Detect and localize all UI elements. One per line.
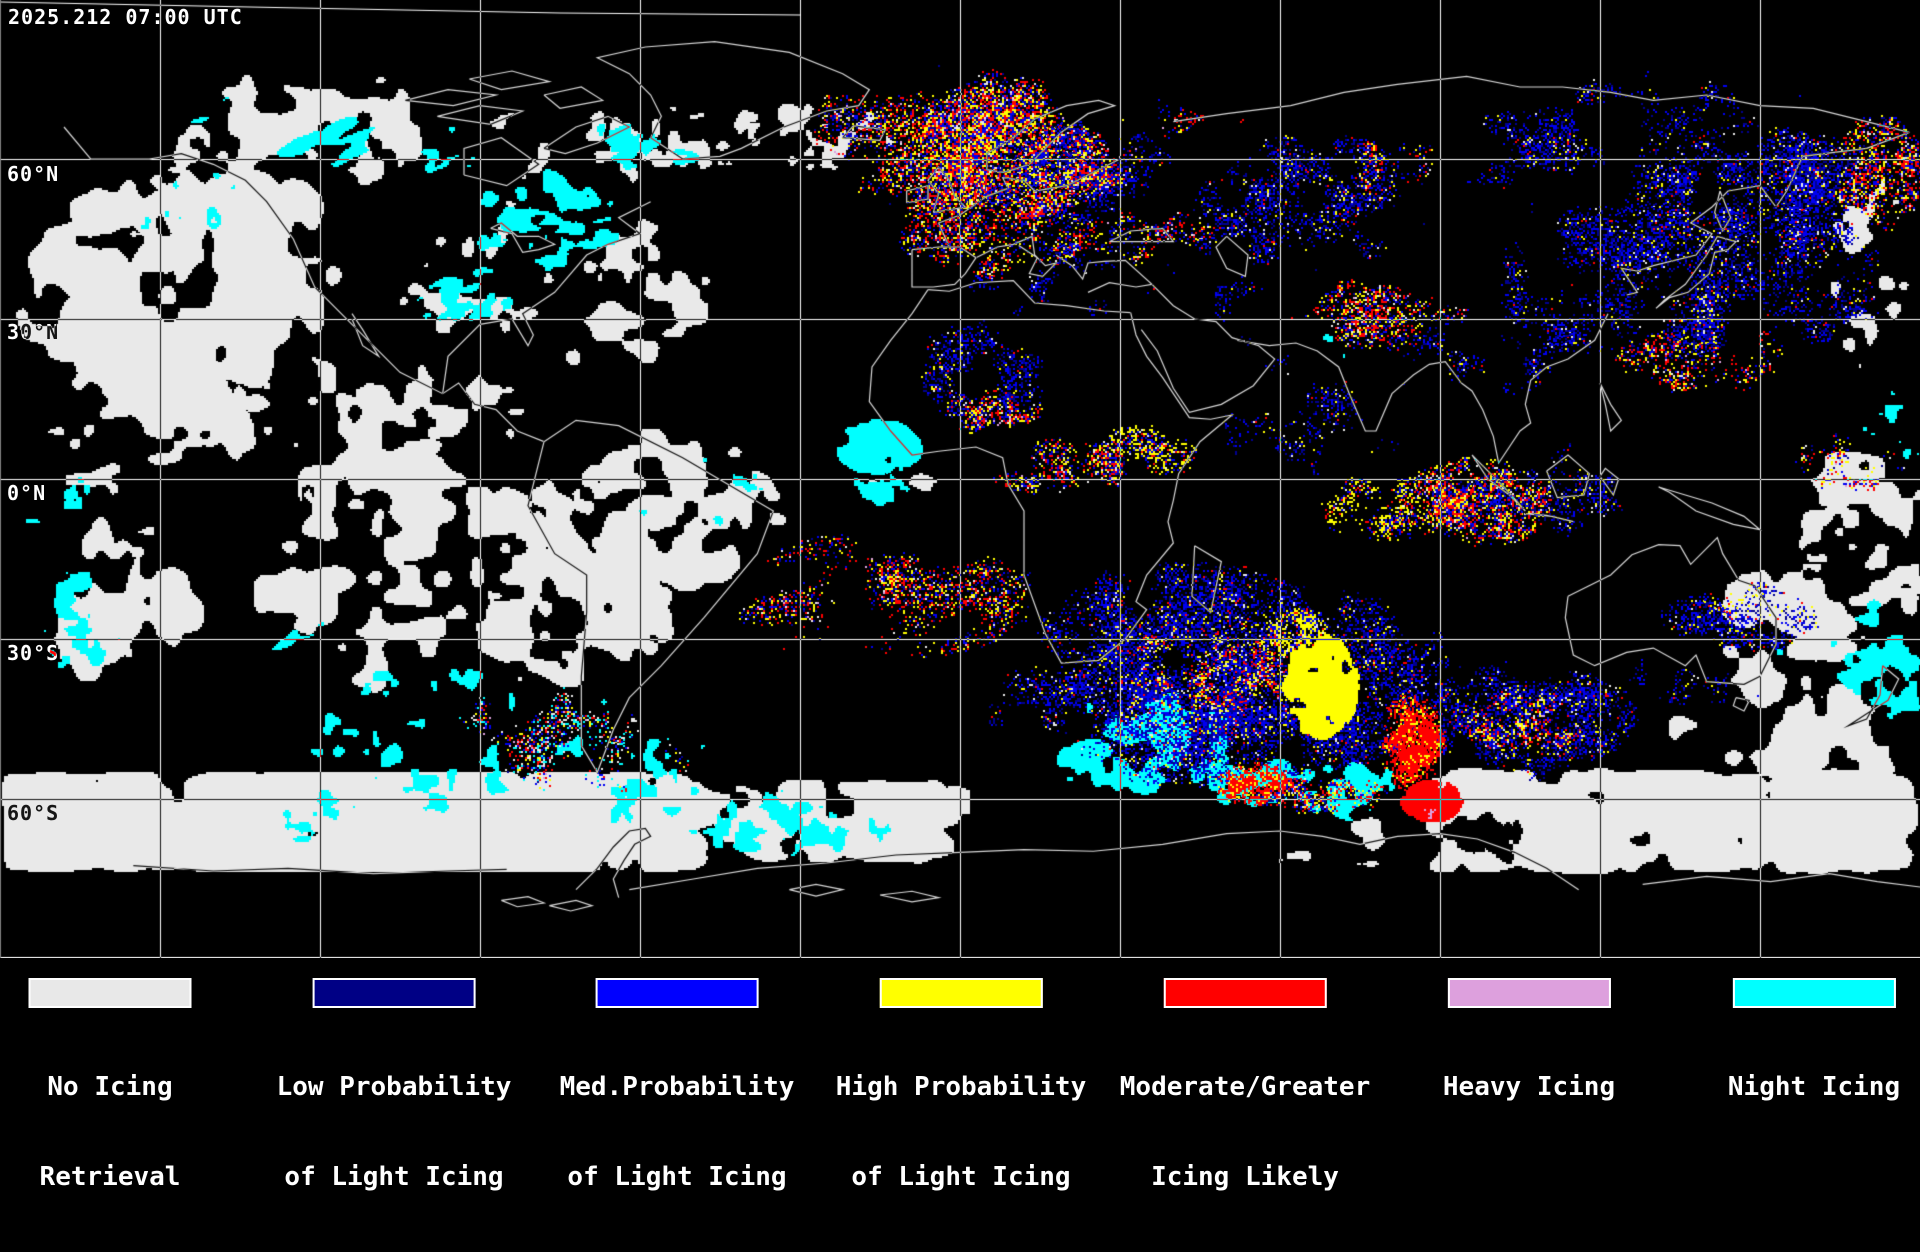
legend-swatch-heavy-icing [1447, 978, 1611, 1008]
legend-item: Moderate/Greater Icing Likely [1120, 978, 1370, 1252]
legend-swatch-no-icing [28, 978, 192, 1008]
legend-item: Low Probability of Light Icing [277, 978, 512, 1252]
legend-label-line1: Moderate/Greater [1119, 1072, 1371, 1102]
legend-item: No Icing Retrieval [28, 978, 192, 1252]
legend-label: Moderate/Greater Icing Likely [1120, 1012, 1370, 1252]
legend-label-line2: of Light Icing [851, 1162, 1071, 1192]
legend-label: Med.Probability of Light Icing [560, 1012, 795, 1252]
legend-label-line2: Retrieval [39, 1162, 181, 1192]
legend-swatch-low-probability [312, 978, 476, 1008]
legend-swatch-high-probability [879, 978, 1043, 1008]
latitude-label: 60°N [7, 162, 60, 186]
legend-label-line1: Night Icing [1727, 1072, 1901, 1102]
icing-map: 2025.212 07:00 UTC 60°N 30°N 0°N 30°S 60… [0, 0, 1920, 958]
legend-item: High Probability of Light Icing [836, 978, 1086, 1252]
timestamp: 2025.212 07:00 UTC [8, 5, 243, 29]
icing-map-canvas [0, 0, 1920, 958]
legend-label: Low Probability of Light Icing [277, 1012, 512, 1252]
legend-label-line2: of Light Icing [567, 1162, 787, 1192]
legend-item: Heavy Icing [1443, 978, 1615, 1222]
legend-item: Night Icing [1728, 978, 1900, 1222]
latitude-label: 30°N [7, 320, 60, 344]
screen: { "header": { "timestamp": "2025.212 07:… [0, 0, 1920, 1192]
legend-label-line1: No Icing [47, 1072, 173, 1102]
latitude-label: 30°S [7, 641, 60, 665]
latitude-label: 0°N [7, 481, 47, 505]
legend-label: Night Icing [1728, 1012, 1900, 1222]
latitude-label: 60°S [7, 801, 60, 825]
legend-label: No Icing Retrieval [40, 1012, 181, 1252]
legend-label-line1: Med.Probability [559, 1072, 795, 1102]
legend-label-line1: Low Probability [276, 1072, 512, 1102]
legend-swatch-night-icing [1732, 978, 1896, 1008]
legend-label: High Probability of Light Icing [836, 1012, 1086, 1252]
legend-swatch-med-probability [595, 978, 759, 1008]
legend-label: Heavy Icing [1443, 1012, 1615, 1222]
legend-label-line2: Icing Likely [1151, 1162, 1339, 1192]
legend-label-line2: of Light Icing [284, 1162, 504, 1192]
legend: No Icing Retrieval Low Probability of Li… [28, 978, 1900, 1192]
legend-label-line1: High Probability [835, 1072, 1087, 1102]
legend-item: Med.Probability of Light Icing [560, 978, 795, 1252]
legend-swatch-moderate-greater [1163, 978, 1327, 1008]
legend-label-line1: Heavy Icing [1442, 1072, 1616, 1102]
